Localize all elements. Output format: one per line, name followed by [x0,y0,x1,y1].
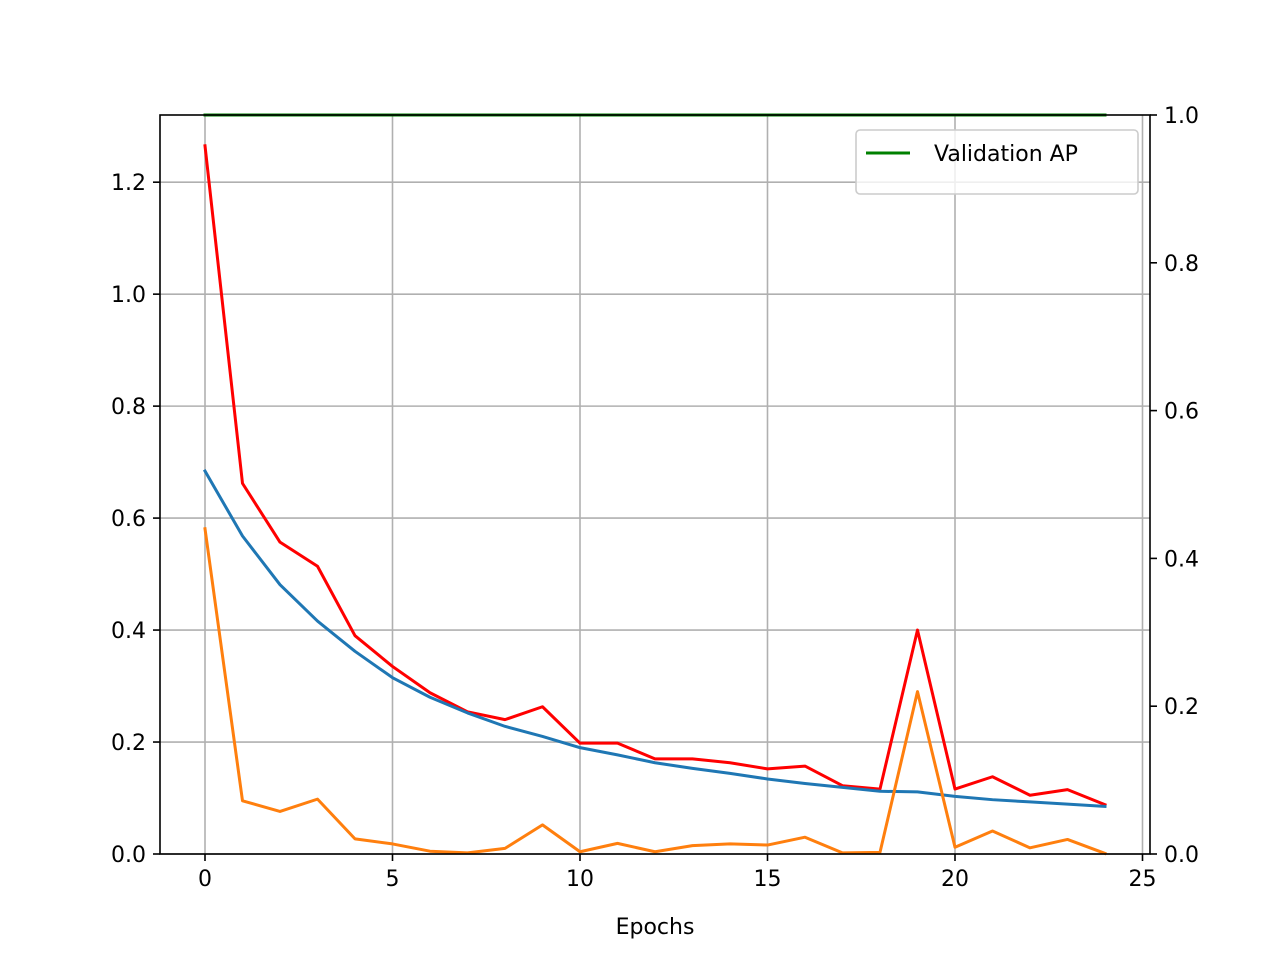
y2-tick-label: 0.2 [1164,695,1199,720]
legend-label: Validation AP [934,142,1078,167]
y2-tick-label: 0.0 [1164,843,1199,868]
y-tick-label: 1.2 [111,171,146,196]
y-tick-label: 0.2 [111,731,146,756]
x-tick-label: 10 [566,867,594,892]
y-tick-label: 0.8 [111,395,146,420]
y2-tick-label: 0.4 [1164,547,1199,572]
y2-tick-label: 0.8 [1164,252,1199,277]
x-tick-label: 25 [1129,867,1157,892]
plot-frame [159,114,1151,855]
x-axis: 0 5 10 15 20 25 [198,854,1157,892]
y-tick-label: 0.0 [111,843,146,868]
x-tick-label: 20 [941,867,969,892]
y-axis-left: 0.0 0.2 0.4 0.6 0.8 1.0 1.2 [111,171,160,868]
y-tick-label: 1.0 [111,283,146,308]
y2-tick-label: 1.0 [1164,104,1199,129]
x-tick-label: 15 [754,867,782,892]
legend: Validation AP [855,129,1139,195]
x-tick-label: 0 [198,867,212,892]
y-tick-label: 0.4 [111,619,146,644]
y-axis-right: 0.0 0.2 0.4 0.6 0.8 1.0 [1150,104,1199,868]
series-line-3 [203,527,1107,856]
x-tick-label: 5 [386,867,400,892]
series-line-1 [203,144,1107,807]
y-tick-label: 0.6 [111,507,146,532]
y2-tick-label: 0.6 [1164,400,1199,425]
grid-lines [160,115,1150,855]
x-axis-title: Epochs [616,915,695,940]
legend-box [855,129,1139,195]
series-line-2 [202,469,1107,808]
